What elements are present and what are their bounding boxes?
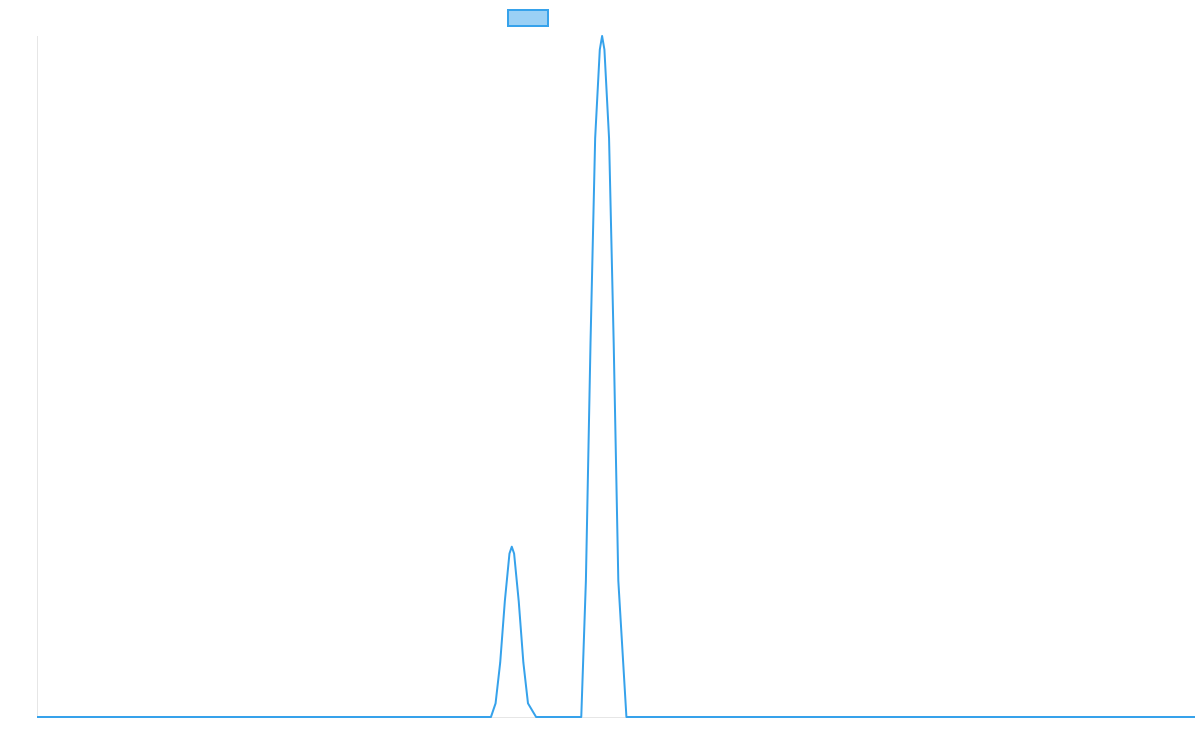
legend-swatch[interactable] bbox=[507, 9, 549, 27]
series-line bbox=[37, 35, 1195, 718]
